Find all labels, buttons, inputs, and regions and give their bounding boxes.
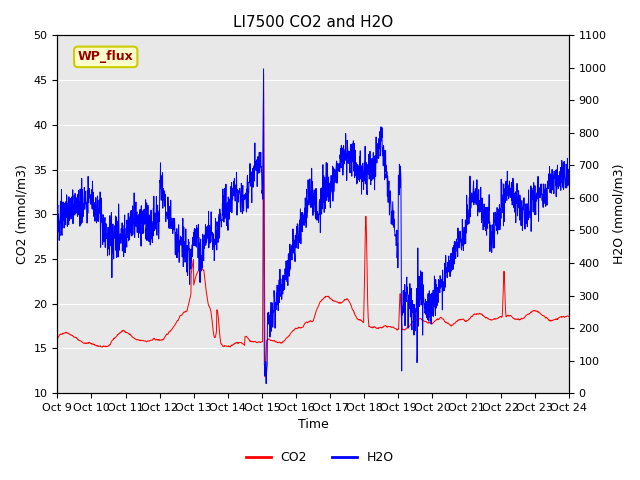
Text: WP_flux: WP_flux (78, 50, 134, 63)
Y-axis label: H2O (mmol/m3): H2O (mmol/m3) (612, 164, 625, 264)
Y-axis label: CO2 (mmol/m3): CO2 (mmol/m3) (15, 164, 28, 264)
Title: LI7500 CO2 and H2O: LI7500 CO2 and H2O (233, 15, 393, 30)
Legend: CO2, H2O: CO2, H2O (241, 446, 399, 469)
X-axis label: Time: Time (298, 419, 328, 432)
